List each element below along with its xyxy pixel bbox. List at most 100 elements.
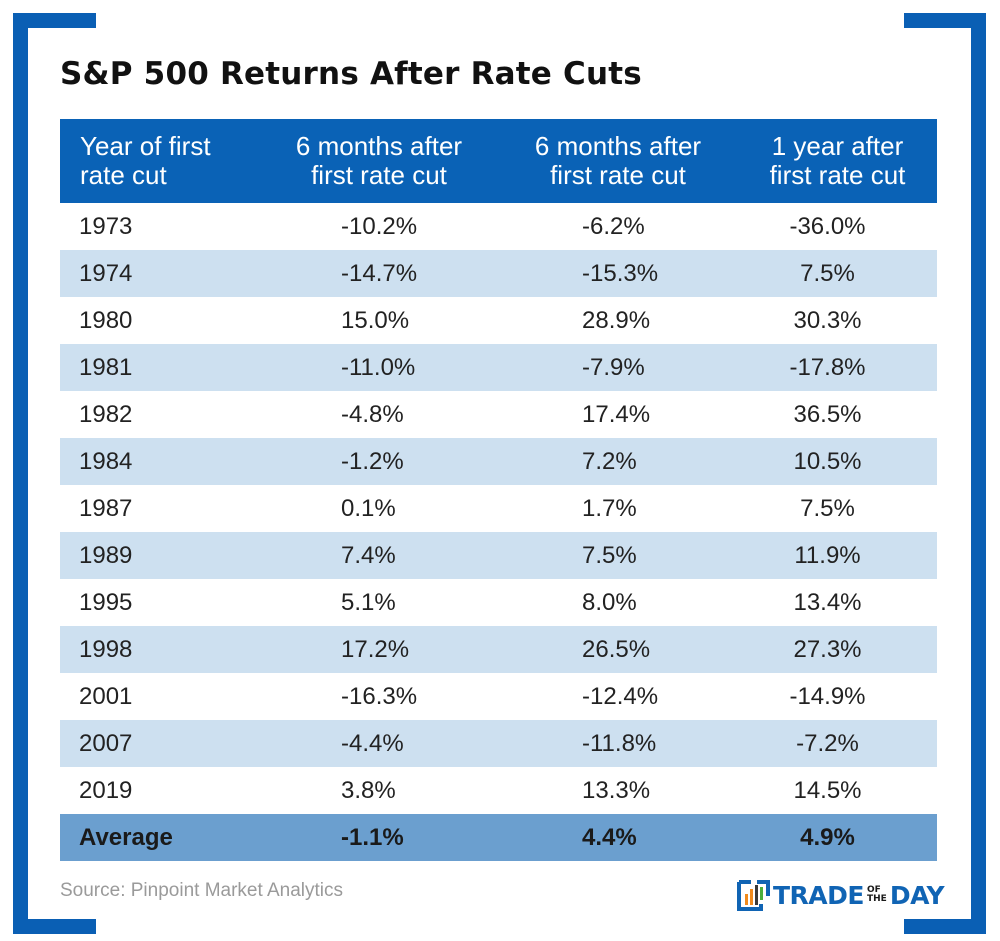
cell-year: 1987 [79, 494, 133, 522]
header-year-line2: rate cut [80, 160, 167, 190]
cell-year: 1973 [79, 212, 133, 240]
table-row: 1989 7.4% 7.5% 11.9% [60, 532, 937, 579]
logo-the: THE [866, 894, 887, 904]
cell-year: 2007 [79, 729, 133, 757]
cell-6m-a: -4.4% [341, 729, 404, 757]
table-row: 1984 -1.2% 7.2% 10.5% [60, 438, 937, 485]
cell-1y: 10.5% [793, 447, 862, 475]
table-row: 1987 0.1% 1.7% 7.5% [60, 485, 937, 532]
header-6m-a-line1: 6 months after [295, 131, 463, 161]
cell-6m-a: -14.7% [341, 259, 418, 287]
bracket-right-vertical [971, 13, 986, 934]
average-6m-b: 4.4% [582, 823, 637, 851]
trade-of-the-day-logo: TRADE OF THE DAY [737, 877, 945, 913]
cell-6m-b: -7.9% [582, 353, 645, 381]
logo-bar [745, 894, 748, 905]
cell-6m-a: 5.1% [341, 588, 396, 616]
table-row: 1974 -14.7% -15.3% 7.5% [60, 250, 937, 297]
cell-year: 2019 [79, 776, 133, 804]
cell-1y: 11.9% [794, 541, 861, 569]
table-row: 1995 5.1% 8.0% 13.4% [60, 579, 937, 626]
average-label: Average [79, 823, 173, 851]
cell-6m-b: 1.7% [582, 494, 637, 522]
cell-6m-b: 28.9% [582, 306, 651, 334]
bracket-left-vertical [13, 13, 28, 934]
cell-6m-a: -1.2% [341, 447, 404, 475]
cell-1y: -7.2% [796, 729, 859, 757]
cell-6m-a: 15.0% [341, 306, 410, 334]
cell-6m-b: 7.5% [582, 541, 637, 569]
header-year-line1: Year of first [80, 131, 211, 161]
average-row: Average -1.1% 4.4% 4.9% [60, 814, 937, 861]
table-header: Year of first rate cut 6 months after firs… [60, 119, 937, 203]
cell-6m-b: 7.2% [582, 447, 637, 475]
cell-year: 1980 [79, 306, 133, 334]
cell-6m-a: 3.8% [341, 776, 396, 804]
table-row: 2001 -16.3% -12.4% -14.9% [60, 673, 937, 720]
header-6m-b-line2: first rate cut [550, 160, 686, 190]
logo-word-day: DAY [889, 880, 945, 910]
cell-6m-b: -15.3% [582, 259, 659, 287]
cell-year: 1989 [79, 541, 133, 569]
cell-1y: 30.3% [793, 306, 862, 334]
returns-table: Year of first rate cut 6 months after firs… [60, 119, 937, 861]
cell-6m-b: -11.8% [582, 729, 657, 757]
cell-1y: 7.5% [800, 494, 855, 522]
cell-6m-b: 17.4% [582, 400, 651, 428]
bracket-bottom-left-horizontal [13, 919, 96, 934]
table-row: 1981 -11.0% -7.9% -17.8% [60, 344, 937, 391]
cell-6m-a: 7.4% [341, 541, 396, 569]
table-row: 1982 -4.8% 17.4% 36.5% [60, 391, 937, 438]
cell-1y: -14.9% [789, 682, 866, 710]
cell-6m-a: 0.1% [341, 494, 396, 522]
table-row: 1980 15.0% 28.9% 30.3% [60, 297, 937, 344]
cell-6m-a: -10.2% [341, 212, 418, 240]
cell-year: 1995 [79, 588, 133, 616]
cell-year: 1984 [79, 447, 133, 475]
bracket-top-right-horizontal [904, 13, 986, 28]
logo-of: OF [866, 885, 881, 895]
cell-1y: 27.3% [793, 635, 862, 663]
cell-6m-a: -11.0% [341, 353, 416, 381]
logo-chart-icon [737, 880, 770, 911]
header-year: Year of first rate cut [60, 119, 260, 203]
header-6m-b-line1: 6 months after [534, 131, 702, 161]
cell-6m-b: 13.3% [582, 776, 651, 804]
cell-6m-b: 8.0% [582, 588, 637, 616]
cell-year: 1982 [79, 400, 133, 428]
cell-1y: 14.5% [793, 776, 862, 804]
cell-6m-a: 17.2% [341, 635, 410, 663]
cell-year: 2001 [79, 682, 133, 710]
cell-year: 1981 [79, 353, 133, 381]
cell-year: 1974 [79, 259, 133, 287]
source-note: Source: Pinpoint Market Analytics [60, 880, 344, 901]
cell-1y: 13.4% [793, 588, 862, 616]
average-6m-a: -1.1% [341, 823, 404, 851]
table-row: 2007 -4.4% -11.8% -7.2% [60, 720, 937, 767]
header-1y-line2: first rate cut [769, 160, 906, 190]
cell-6m-a: -4.8% [341, 400, 404, 428]
header-6m-b: 6 months after first rate cut [498, 119, 738, 203]
table-row: 2019 3.8% 13.3% 14.5% [60, 767, 937, 814]
table-body: 1973 -10.2% -6.2% -36.0% 1974 -14.7% -15.3% 7.5… [60, 203, 937, 814]
table-row: 1973 -10.2% -6.2% -36.0% [60, 203, 937, 250]
logo-bar [760, 887, 763, 900]
cell-year: 1998 [79, 635, 133, 663]
chart-title: S&P 500 Returns After Rate Cuts [60, 56, 642, 92]
cell-1y: 36.5% [793, 400, 862, 428]
header-6m-a-line2: first rate cut [311, 160, 447, 190]
cell-1y: -17.8% [789, 353, 866, 381]
cell-1y: -36.0% [789, 212, 866, 240]
header-6m-a: 6 months after first rate cut [260, 119, 498, 203]
logo-bar [755, 885, 758, 905]
logo-bar [750, 889, 753, 905]
bracket-bottom-right-horizontal [904, 919, 986, 934]
cell-1y: 7.5% [800, 259, 855, 287]
logo-of-the: OF THE [867, 886, 887, 904]
cell-6m-b: 26.5% [582, 635, 651, 663]
header-1y: 1 year after first rate cut [738, 119, 937, 203]
cell-6m-b: -6.2% [582, 212, 645, 240]
table-row: 1998 17.2% 26.5% 27.3% [60, 626, 937, 673]
logo-word-trade: TRADE [773, 880, 864, 910]
header-1y-line1: 1 year after [771, 131, 904, 161]
